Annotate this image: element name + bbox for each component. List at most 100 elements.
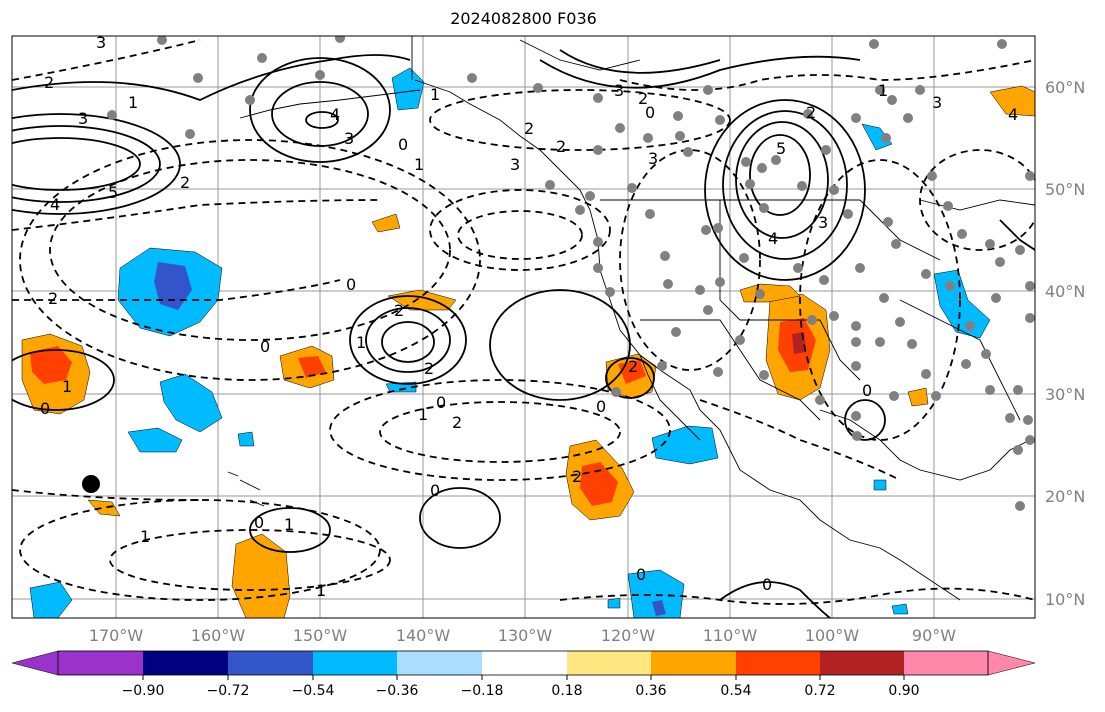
lon-label: 160°W <box>190 626 246 645</box>
colorbar-segment <box>143 651 228 675</box>
contour-label: 2 <box>572 467 582 486</box>
negative-area <box>127 427 183 453</box>
contour-label: 1 <box>414 155 424 174</box>
colorbar-tick-label: −0.54 <box>291 683 335 699</box>
contour-label: 0 <box>398 135 408 154</box>
colorbar-outline <box>57 650 989 676</box>
strong-positive-area <box>298 356 326 378</box>
dashed-contours <box>12 39 1035 605</box>
contour-label: 3 <box>614 81 624 100</box>
lat-label: 10°N <box>1045 590 1086 609</box>
contour-label: 1 <box>418 405 428 424</box>
strong-negative-area <box>154 262 192 310</box>
contour-label: 2 <box>44 73 54 92</box>
contour-label: 3 <box>932 93 942 112</box>
colorbar-segment <box>820 651 904 675</box>
contour-label: 2 <box>180 173 190 192</box>
colorbar <box>11 650 1036 680</box>
contour-label: 1 <box>140 527 150 546</box>
positive-area <box>907 387 929 407</box>
positive-area <box>231 533 291 618</box>
contour-label: 2 <box>394 301 404 320</box>
contour-label: 3 <box>510 155 520 174</box>
contour-label: 0 <box>40 399 50 418</box>
colorbar-segment <box>58 651 143 675</box>
contour-label: 3 <box>648 149 658 168</box>
positive-area <box>989 85 1035 117</box>
colorbar-tick-label: 0.18 <box>551 683 583 699</box>
lon-label: 130°W <box>497 626 553 645</box>
negative-area <box>873 479 887 491</box>
map-title: 2024082800 F036 <box>450 9 597 28</box>
colorbar-tick-label: 0.90 <box>888 683 920 699</box>
contour-label: 0 <box>596 397 606 416</box>
lat-label: 40°N <box>1045 282 1086 301</box>
negative-area <box>391 67 425 111</box>
lon-label: 100°W <box>804 626 860 645</box>
contour-label: 3 <box>78 109 88 128</box>
lat-label: 30°N <box>1045 385 1086 404</box>
contour-label: 2 <box>556 137 566 156</box>
contour-label: 3 <box>96 33 106 52</box>
colorbar-segment <box>397 651 482 675</box>
colorbar-segment <box>651 651 736 675</box>
negative-area <box>159 373 223 433</box>
negative-area <box>627 569 685 618</box>
colorbar-segment <box>11 650 59 676</box>
contour-label: 2 <box>806 103 816 122</box>
contour-label: 0 <box>346 275 356 294</box>
lon-label: 110°W <box>702 626 758 645</box>
contour-label: 1 <box>430 85 440 104</box>
colorbar-tick-label: 0.36 <box>635 683 667 699</box>
colorbar-ticks <box>142 675 905 680</box>
negative-area <box>29 581 73 618</box>
contour-label: 4 <box>1008 105 1018 124</box>
contour-label: 0 <box>430 481 440 500</box>
contour-label-group: 3 2 1 3 4 5 3 4 2 3 2 1 0 1 0 2 3 2 3 5 … <box>40 33 1018 600</box>
contour-label: 2 <box>424 359 434 378</box>
colorbar-tick-label: 0.54 <box>720 683 752 699</box>
contour-label: 2 <box>638 89 648 108</box>
colorbar-tick-label: −0.36 <box>375 683 419 699</box>
lon-label: 120°W <box>600 626 656 645</box>
contour-label: 0 <box>254 513 264 532</box>
strong-positive-area <box>30 346 72 384</box>
contour-label: 0 <box>862 381 872 400</box>
colorbar-segment <box>482 651 567 675</box>
negative-area <box>607 597 621 609</box>
contour-label: 4 <box>50 195 60 214</box>
negative-area <box>861 123 893 151</box>
colorbar-tick-label: −0.90 <box>121 683 165 699</box>
lat-label: 20°N <box>1045 487 1086 506</box>
negative-area <box>237 431 255 447</box>
map-content: 3 2 1 3 4 5 3 4 2 3 2 1 0 1 0 2 3 2 3 5 … <box>12 33 1035 618</box>
strong-negative-area <box>652 600 666 616</box>
contour-label: 4 <box>768 229 778 248</box>
colorbar-tick-label: −0.18 <box>460 683 504 699</box>
lon-label: 90°W <box>911 626 957 645</box>
colorbar-segment <box>987 650 1036 676</box>
contour-label: 5 <box>776 139 786 158</box>
contour-label: 2 <box>524 119 534 138</box>
contour-label: 2 <box>48 289 58 308</box>
contour-label: 1 <box>284 515 294 534</box>
negative-area <box>891 603 909 615</box>
contour-label: 4 <box>330 105 340 124</box>
contour-label: 1 <box>62 377 72 396</box>
contour-label: 5 <box>108 183 118 202</box>
colorbar-segment <box>313 651 397 675</box>
map-frame <box>11 35 1036 619</box>
lat-label: 50°N <box>1045 180 1086 199</box>
contour-label: 0 <box>762 575 772 594</box>
marker-dot <box>82 475 100 493</box>
colorbar-segment <box>567 651 651 675</box>
strong-red-area <box>792 332 806 354</box>
contour-label: 3 <box>818 213 828 232</box>
contour-label: 1 <box>128 93 138 112</box>
positive-area <box>371 213 401 233</box>
lon-label: 140°W <box>395 626 451 645</box>
colorbar-segment <box>228 651 313 675</box>
colorbar-tick-label: −0.72 <box>206 683 250 699</box>
lat-label: 60°N <box>1045 78 1086 97</box>
